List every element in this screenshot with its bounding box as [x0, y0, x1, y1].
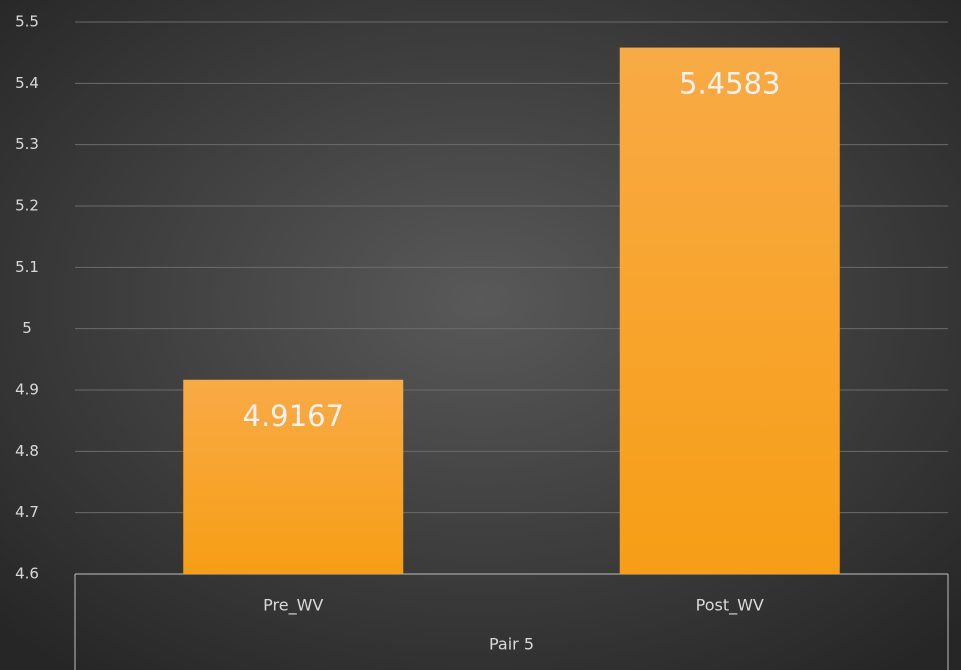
y-tick-label: 5.3 [15, 135, 39, 153]
y-tick-label: 5.5 [15, 13, 39, 31]
y-tick-label: 4.7 [15, 503, 39, 521]
group-label: Pair 5 [489, 635, 534, 654]
y-tick-label: 4.6 [15, 565, 39, 583]
y-tick-label: 5.4 [15, 74, 39, 92]
y-tick-label: 4.9 [15, 381, 39, 399]
data-label: 4.9167 [243, 399, 344, 433]
y-tick-label: 5.1 [15, 258, 39, 276]
bar [619, 47, 840, 575]
y-tick-label: 5.2 [15, 197, 39, 215]
data-label: 5.4583 [679, 67, 780, 101]
y-tick-label: 5 [22, 319, 32, 337]
x-tick-label: Pre_WV [263, 596, 323, 616]
y-tick-label: 4.8 [15, 442, 39, 460]
x-tick-label: Post_WV [696, 596, 764, 616]
bar [183, 379, 404, 574]
